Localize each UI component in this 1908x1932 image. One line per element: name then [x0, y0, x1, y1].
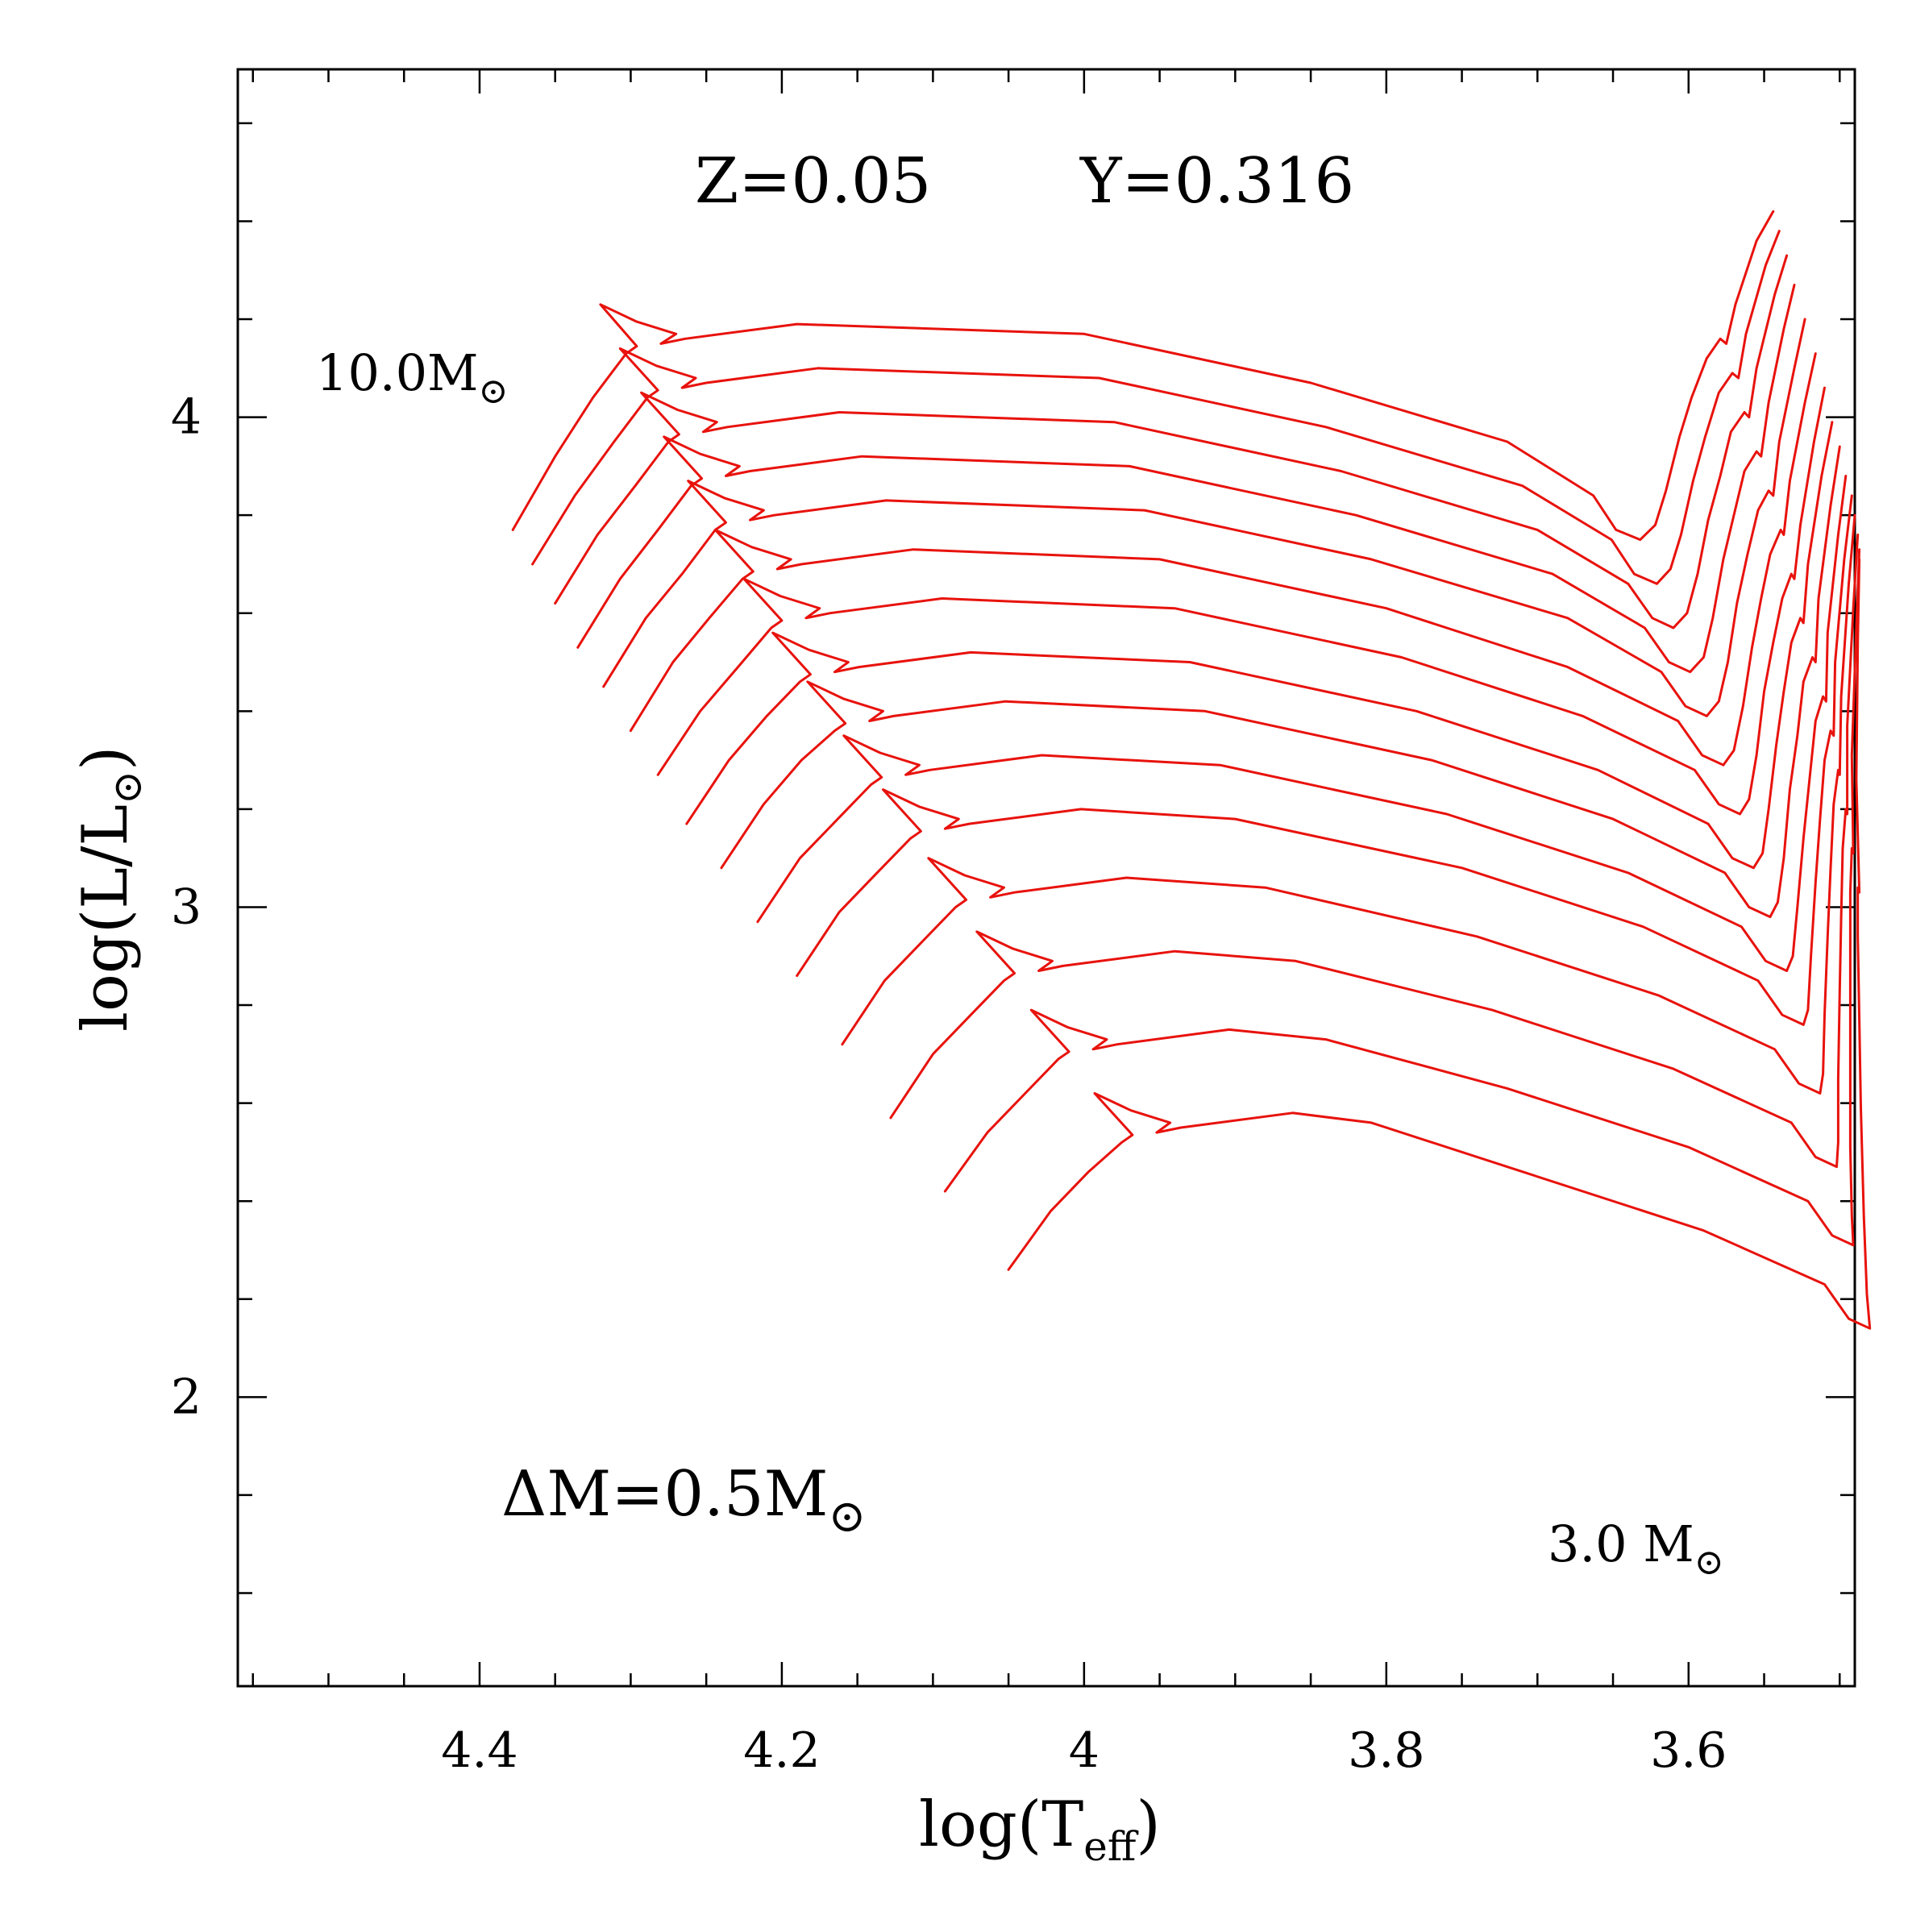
- track-line-8: [720, 445, 1841, 919]
- sun-symbol: ⊙: [479, 371, 509, 412]
- delta-mass-label: ΔM=0.5M⊙: [501, 1458, 866, 1543]
- y-axis-label: log(L/L⊙): [69, 746, 151, 1032]
- track-line-14: [1007, 558, 1872, 1330]
- track-line-13: [943, 548, 1861, 1247]
- track-line-2: [554, 254, 1789, 629]
- track-line-6: [656, 386, 1826, 816]
- chart-title-y: Y=0.316: [1079, 145, 1354, 218]
- x-tick-label: 4: [1069, 1722, 1099, 1779]
- y-tick-labels: 2 3 4: [171, 389, 202, 1426]
- bottom-mass-label: 3.0 M⊙: [1548, 1514, 1724, 1583]
- track-line-11: [841, 513, 1856, 1095]
- track-line-0: [511, 210, 1775, 542]
- track-line-10: [796, 494, 1853, 1026]
- x-tick-label: 4.4: [441, 1722, 518, 1779]
- track-line-4: [602, 318, 1806, 717]
- y-tick-label: 3: [171, 879, 202, 935]
- top-mass-label: 10.0M⊙: [316, 343, 508, 412]
- axis-ticks: [238, 69, 1855, 1686]
- x-tick-labels: 4.4 4.2 4 3.8 3.6: [441, 1722, 1727, 1779]
- x-tick-label: 3.8: [1348, 1722, 1424, 1779]
- chart-title-z: Z=0.05: [695, 145, 931, 218]
- track-line-12: [889, 534, 1860, 1169]
- y-tick-label: 4: [171, 389, 202, 446]
- y-tick-label: 2: [171, 1369, 202, 1425]
- sun-symbol: ⊙: [1694, 1542, 1724, 1583]
- track-line-9: [756, 475, 1848, 972]
- x-axis-label: log(Teff): [919, 1789, 1161, 1870]
- evolutionary-tracks: [511, 210, 1872, 1330]
- x-tick-label: 3.6: [1650, 1722, 1727, 1779]
- track-line-1: [531, 230, 1781, 585]
- x-tick-label: 4.2: [743, 1722, 820, 1779]
- track-line-3: [576, 284, 1796, 674]
- sun-symbol: ⊙: [828, 1490, 866, 1543]
- track-line-5: [629, 352, 1817, 767]
- track-line-7: [685, 421, 1834, 870]
- plot-frame: [236, 68, 1856, 1688]
